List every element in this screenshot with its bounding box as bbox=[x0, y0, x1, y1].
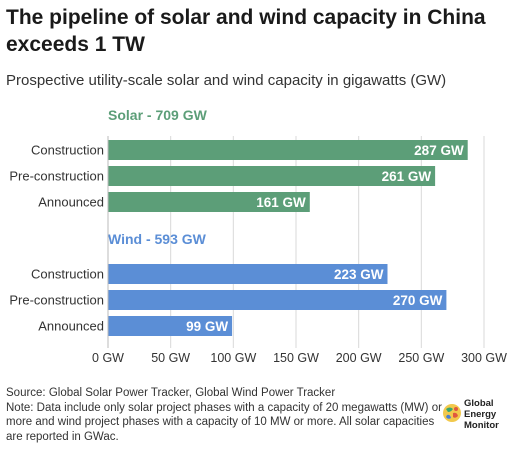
data-label: 223 GW bbox=[334, 267, 384, 282]
data-label: 261 GW bbox=[382, 169, 432, 184]
bar-chart: 0 GW 50 GW 100 GW 150 GW 200 GW 250 GW 300 GW S… bbox=[9, 107, 507, 365]
chart-title: The pipeline of solar and wind capacity … bbox=[6, 6, 486, 56]
global-energy-monitor-logo: Global Energy Monitor bbox=[442, 398, 510, 438]
note-text: Note: Data include only solar project ph… bbox=[6, 401, 442, 443]
data-label: 99 GW bbox=[186, 319, 228, 334]
bar bbox=[108, 166, 436, 186]
bar bbox=[108, 192, 310, 212]
x-tick-label: 150 GW bbox=[273, 351, 319, 365]
category-label: Construction bbox=[31, 267, 104, 282]
category-label: Announced bbox=[38, 195, 104, 210]
logo-line-3: Monitor bbox=[464, 420, 499, 431]
bar bbox=[108, 290, 447, 310]
group-header: Wind - 593 GW bbox=[108, 231, 207, 247]
category-label: Construction bbox=[31, 143, 104, 158]
chart-subtitle: Prospective utility-scale solar and wind… bbox=[6, 72, 447, 89]
x-tick-label: 50 GW bbox=[151, 351, 190, 365]
data-label: 270 GW bbox=[393, 293, 443, 308]
bar bbox=[108, 316, 233, 336]
source-text: Source: Global Solar Power Tracker, Glob… bbox=[6, 387, 336, 399]
globe-logo-icon bbox=[443, 404, 461, 422]
bar bbox=[108, 264, 388, 284]
logo-line-2: Energy bbox=[464, 409, 497, 420]
data-label: 161 GW bbox=[256, 195, 306, 210]
category-label: Announced bbox=[38, 319, 104, 334]
category-label: Pre-construction bbox=[9, 169, 104, 184]
x-tick-label: 200 GW bbox=[336, 351, 382, 365]
footer: Source: Global Solar Power Tracker, Glob… bbox=[6, 386, 446, 444]
x-tick-label: 0 GW bbox=[92, 351, 124, 365]
x-tick-label: 100 GW bbox=[210, 351, 256, 365]
group-header: Solar - 709 GW bbox=[108, 107, 208, 123]
data-label: 287 GW bbox=[414, 143, 464, 158]
x-tick-label: 300 GW bbox=[461, 351, 507, 365]
logo-line-1: Global bbox=[464, 398, 494, 409]
bar bbox=[108, 140, 468, 160]
category-label: Pre-construction bbox=[9, 293, 104, 308]
x-tick-label: 250 GW bbox=[398, 351, 444, 365]
